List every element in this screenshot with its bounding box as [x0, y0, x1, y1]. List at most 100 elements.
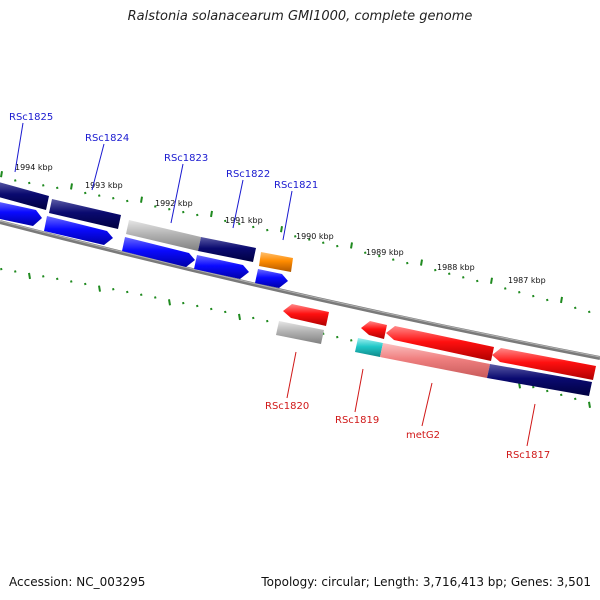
position-ruler-upper	[0, 171, 591, 314]
gene-feature[interactable]	[361, 321, 387, 339]
ruler-minor-tick	[182, 210, 185, 214]
ruler-label: 1988 kbp	[437, 263, 475, 272]
ruler-minor-tick	[84, 282, 87, 286]
ruler-minor-tick	[168, 208, 171, 211]
gene-feature[interactable]	[44, 216, 113, 245]
ruler-minor-tick	[14, 270, 17, 273]
reverse-gene-labels: RSc1820 RSc1819 metG2 RSc1817	[265, 351, 550, 461]
ruler-minor-tick	[462, 276, 465, 279]
gene-feature[interactable]	[283, 304, 329, 326]
ruler-minor-tick	[266, 319, 269, 323]
label-leader	[170, 163, 184, 224]
forward-gene-labels: RSc1825 RSc1824 RSc1823 RSc1822 RSc1821	[9, 112, 318, 241]
ruler-minor-tick	[224, 219, 227, 223]
label-leader	[286, 351, 297, 399]
gene-label[interactable]: RSc1817	[506, 450, 550, 461]
ruler-minor-tick	[294, 235, 297, 238]
ruler-minor-tick	[448, 272, 451, 275]
ruler-minor-tick	[210, 307, 213, 311]
ruler-minor-tick	[196, 304, 199, 308]
ruler-major-tick	[420, 259, 423, 266]
topology-text: Topology: circular; Length: 3,716,413 bp…	[261, 575, 591, 589]
ruler-minor-tick	[126, 199, 129, 203]
ruler-major-tick	[490, 277, 493, 284]
gene-feature[interactable]	[276, 321, 324, 344]
forward-features	[0, 181, 293, 288]
ruler-minor-tick	[574, 397, 577, 401]
gene-label[interactable]: RSc1820	[265, 401, 309, 412]
ruler-minor-tick	[224, 310, 227, 314]
ruler-minor-tick	[392, 258, 395, 261]
gene-feature[interactable]	[487, 364, 592, 396]
ruler-minor-tick	[112, 197, 115, 200]
ruler-minor-tick	[154, 296, 157, 299]
ruler-minor-tick	[476, 279, 479, 283]
ruler-minor-tick	[406, 261, 409, 265]
reverse-features	[276, 304, 596, 396]
ruler-minor-tick	[140, 293, 143, 296]
ruler-minor-tick	[70, 280, 73, 283]
ruler-major-tick	[210, 210, 213, 218]
gene-label[interactable]: RSc1825	[9, 112, 53, 123]
ruler-major-tick	[28, 272, 31, 280]
ruler-minor-tick	[560, 393, 563, 397]
gene-feature[interactable]	[380, 343, 490, 378]
ruler-minor-tick	[252, 316, 255, 320]
ruler-minor-tick	[154, 205, 157, 208]
ruler-label: 1993 kbp	[85, 181, 123, 190]
gene-feature[interactable]	[355, 338, 383, 357]
label-leader	[91, 143, 105, 191]
gene-label[interactable]: RSc1821	[274, 180, 318, 191]
ruler-minor-tick	[84, 191, 87, 195]
ruler-minor-tick	[532, 385, 535, 389]
genome-backbone	[0, 220, 600, 360]
gene-feature[interactable]	[122, 237, 195, 267]
ruler-minor-tick	[252, 225, 255, 229]
ruler-minor-tick	[42, 275, 45, 278]
ruler-minor-tick	[28, 181, 31, 185]
ruler-minor-tick	[378, 254, 381, 258]
gene-feature[interactable]	[0, 201, 42, 226]
gene-feature[interactable]	[194, 255, 249, 279]
gene-feature[interactable]	[126, 220, 201, 251]
gene-label[interactable]: RSc1822	[226, 169, 270, 180]
ruler-minor-tick	[546, 298, 549, 302]
gene-label[interactable]: RSc1819	[335, 415, 379, 426]
ruler-minor-tick	[574, 306, 577, 310]
gene-label[interactable]: RSc1824	[85, 133, 129, 144]
gene-label[interactable]: RSc1823	[164, 153, 208, 164]
ruler-major-tick	[168, 299, 171, 306]
ruler-major-tick	[280, 226, 283, 233]
ruler-major-tick	[560, 296, 563, 304]
label-leader	[421, 382, 433, 427]
gene-feature[interactable]	[255, 269, 288, 288]
ruler-minor-tick	[112, 288, 115, 291]
ruler-minor-tick	[504, 287, 507, 290]
gene-feature[interactable]	[49, 199, 121, 229]
ruler-minor-tick	[336, 244, 339, 248]
ruler-minor-tick	[546, 389, 549, 393]
label-leader	[14, 122, 24, 173]
gene-feature[interactable]	[0, 181, 49, 210]
gene-feature[interactable]	[198, 237, 256, 262]
ruler-minor-tick	[238, 222, 241, 226]
ruler-label: 1994 kbp	[15, 163, 53, 172]
genome-backbone-highlight	[0, 220, 600, 358]
ruler-major-tick	[588, 401, 591, 409]
ruler-major-tick	[238, 313, 241, 321]
ruler-minor-tick	[336, 335, 339, 339]
ruler-label: 1989 kbp	[366, 248, 404, 257]
ruler-label: 1990 kbp	[296, 232, 334, 241]
ruler-minor-tick	[532, 294, 535, 298]
ruler-minor-tick	[364, 251, 367, 255]
ruler-minor-tick	[98, 194, 101, 197]
gene-feature[interactable]	[492, 348, 596, 380]
ruler-minor-tick	[308, 238, 311, 241]
gene-feature[interactable]	[259, 252, 293, 272]
gene-label[interactable]: metG2	[406, 430, 440, 441]
gene-feature[interactable]	[386, 326, 494, 361]
ruler-major-tick	[0, 171, 3, 178]
ruler-minor-tick	[182, 301, 185, 305]
label-leader	[282, 190, 293, 241]
